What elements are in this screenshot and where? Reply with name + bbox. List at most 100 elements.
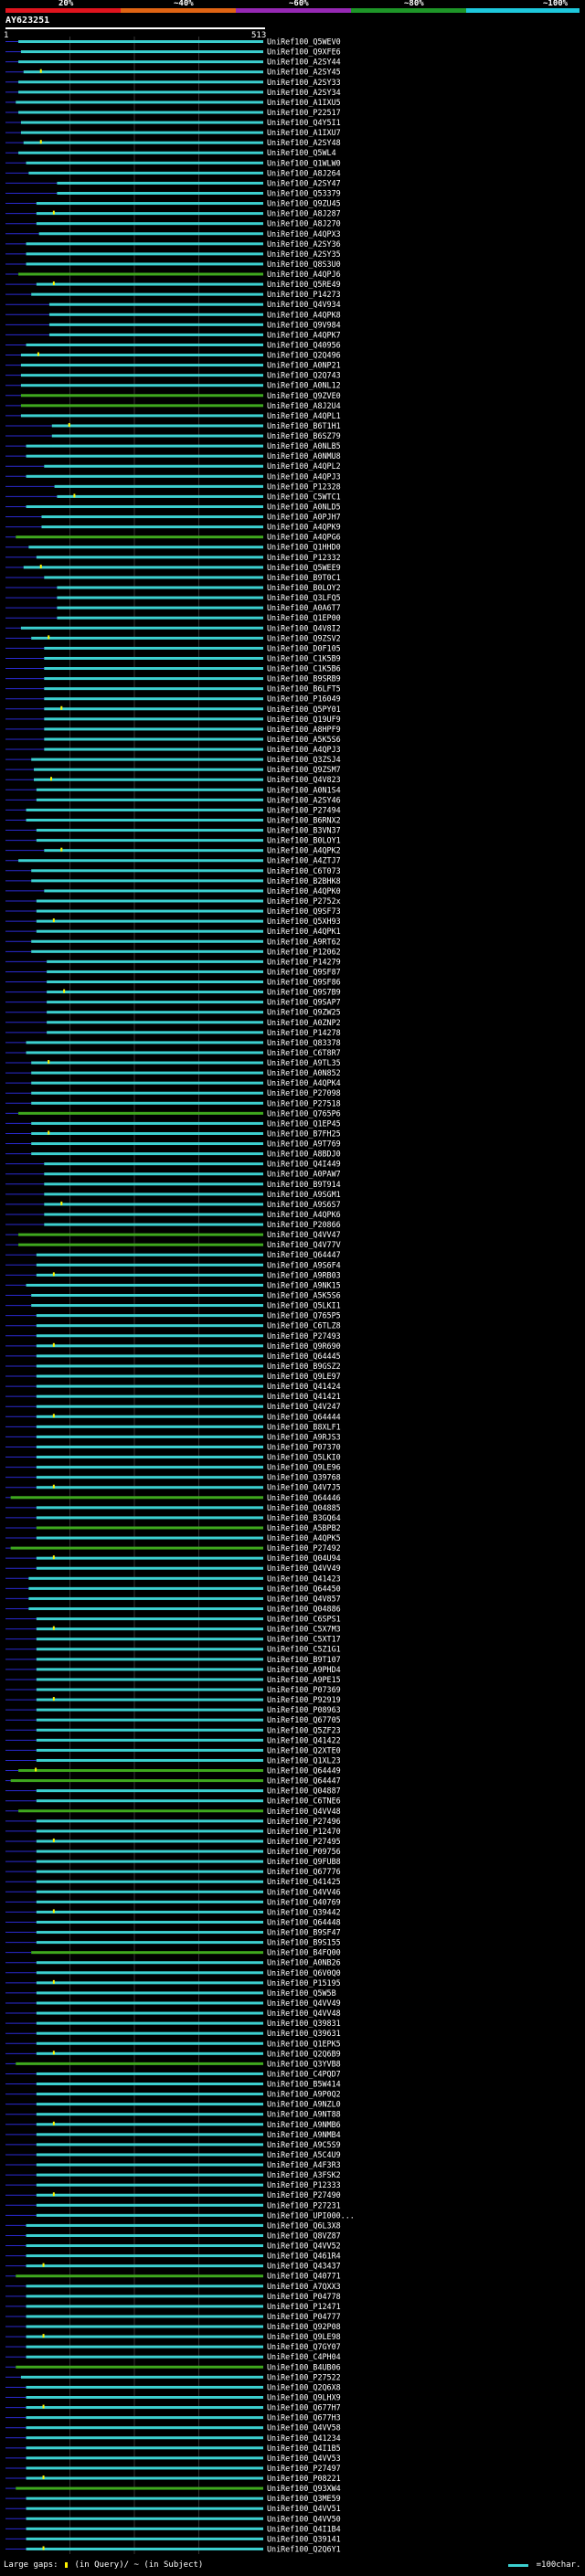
hit-label[interactable]: UniRef100_Q1HHD0	[267, 543, 341, 552]
hit-alignment-bar[interactable]	[36, 2183, 264, 2187]
hit-label[interactable]: UniRef100_Q40771	[267, 2272, 341, 2281]
hit-alignment-bar[interactable]	[48, 333, 263, 336]
hit-row[interactable]: UniRef100_A1IXU5	[5, 98, 341, 107]
hit-row[interactable]: UniRef100_A9RT62	[5, 937, 341, 946]
hit-label[interactable]: UniRef100_A5K5S6	[267, 735, 341, 744]
hit-row[interactable]: UniRef100_Q1EP45	[5, 1118, 341, 1128]
hit-alignment-bar[interactable]	[36, 839, 264, 843]
hit-alignment-bar[interactable]	[36, 2093, 264, 2096]
hit-row[interactable]: UniRef100_P27496	[5, 1817, 341, 1826]
hit-label[interactable]: UniRef100_Q3LFQ5	[267, 593, 341, 602]
hit-label[interactable]: UniRef100_C4PH04	[267, 2352, 341, 2361]
hit-label[interactable]: UniRef100_Q41421	[267, 1392, 341, 1401]
hit-row[interactable]: UniRef100_Q40956	[5, 340, 341, 349]
hit-alignment-bar[interactable]	[26, 2466, 264, 2470]
hit-alignment-bar[interactable]	[31, 758, 264, 761]
hit-alignment-bar[interactable]	[28, 1606, 263, 1610]
hit-label[interactable]: UniRef100_A4QPL1	[267, 411, 341, 420]
hit-alignment-bar[interactable]	[36, 1516, 264, 1520]
hit-label[interactable]: UniRef100_Q1XL23	[267, 1755, 341, 1765]
hit-row[interactable]: UniRef100_Q765P5	[5, 1311, 341, 1320]
hit-row[interactable]: UniRef100_A7QXX3	[5, 2282, 341, 2291]
hit-row[interactable]: UniRef100_Q9LE96	[5, 1463, 341, 1472]
hit-label[interactable]: UniRef100_P12471	[267, 2302, 341, 2311]
hit-alignment-bar[interactable]	[36, 1829, 264, 1833]
hit-label[interactable]: UniRef100_Q2Q6Y1	[267, 2544, 341, 2553]
hit-label[interactable]: UniRef100_D0F105	[267, 643, 341, 652]
hit-label[interactable]: UniRef100_Q3YVB8	[267, 2059, 341, 2068]
hit-label[interactable]: UniRef100_Q2Q743	[267, 371, 341, 380]
hit-row[interactable]: UniRef100_Q92P08	[5, 2322, 341, 2331]
hit-row[interactable]: UniRef100_Q9R690	[5, 1341, 341, 1351]
hit-row[interactable]: UniRef100_Q1XL23	[5, 1755, 341, 1765]
hit-row[interactable]: UniRef100_Q1WLW0	[5, 158, 341, 167]
hit-alignment-bar[interactable]	[28, 1576, 263, 1580]
hit-row[interactable]: UniRef100_Q4V7J5	[5, 1483, 341, 1492]
hit-label[interactable]: UniRef100_A9S6S7	[267, 1200, 341, 1209]
hit-row[interactable]: UniRef100_Q765P6	[5, 1108, 341, 1118]
hit-row[interactable]: UniRef100_A2SY35	[5, 249, 341, 259]
hit-alignment-bar[interactable]	[36, 1648, 264, 1651]
hit-alignment-bar[interactable]	[36, 2041, 264, 2045]
hit-alignment-bar[interactable]	[57, 606, 264, 610]
hit-alignment-bar[interactable]	[26, 1051, 264, 1055]
hit-label[interactable]: UniRef100_Q2Q6X8	[267, 2382, 341, 2391]
hit-label[interactable]: UniRef100_Q5W5B	[267, 1988, 336, 1998]
hit-label[interactable]: UniRef100_Q67776	[267, 1867, 341, 1876]
hit-label[interactable]: UniRef100_A4QPJ6	[267, 270, 341, 279]
hit-label[interactable]: UniRef100_Q04887	[267, 1786, 341, 1796]
hit-label[interactable]: UniRef100_B9T0C1	[267, 573, 341, 582]
hit-row[interactable]: UniRef100_A4QPK8	[5, 310, 341, 319]
hit-row[interactable]: UniRef100_Q9SF87	[5, 967, 341, 976]
hit-label[interactable]: UniRef100_Q4V8I2	[267, 623, 341, 632]
hit-label[interactable]: UniRef100_Q4V934	[267, 300, 341, 309]
hit-alignment-bar[interactable]	[18, 60, 263, 64]
hit-label[interactable]: UniRef100_A4QPJ3	[267, 472, 341, 481]
hit-alignment-bar[interactable]	[18, 1233, 263, 1236]
hit-row[interactable]: UniRef100_A0NP21	[5, 361, 341, 370]
hit-row[interactable]: UniRef100_P04778	[5, 2292, 341, 2301]
hit-row[interactable]: UniRef100_Q4VV51	[5, 2504, 341, 2513]
hit-row[interactable]: UniRef100_A9NK15	[5, 1280, 341, 1289]
hit-label[interactable]: UniRef100_Q765P6	[267, 1108, 341, 1118]
hit-label[interactable]: UniRef100_Q4VV46	[267, 1887, 341, 1896]
hit-row[interactable]: UniRef100_Q9FUB8	[5, 1857, 341, 1866]
hit-label[interactable]: UniRef100_B2BHK8	[267, 876, 341, 885]
hit-label[interactable]: UniRef100_Q461R4	[267, 2252, 341, 2261]
hit-alignment-bar[interactable]	[34, 768, 263, 771]
hit-alignment-bar[interactable]	[44, 464, 263, 468]
hit-alignment-bar[interactable]	[20, 121, 263, 124]
hit-label[interactable]: UniRef100_P04778	[267, 2292, 341, 2301]
hit-row[interactable]: UniRef100_Q4I1B5	[5, 2443, 341, 2453]
hit-label[interactable]: UniRef100_Q5RE49	[267, 280, 341, 289]
hit-label[interactable]: UniRef100_Q9V984	[267, 320, 341, 329]
hit-alignment-bar[interactable]	[36, 1910, 264, 1913]
hit-row[interactable]: UniRef100_B8XLF1	[5, 1422, 341, 1431]
hit-alignment-bar[interactable]	[47, 991, 264, 994]
hit-label[interactable]: UniRef100_Q1EP00	[267, 613, 341, 622]
hit-label[interactable]: UniRef100_A2SY33	[267, 78, 341, 87]
hit-label[interactable]: UniRef100_A7QXX3	[267, 2282, 341, 2291]
hit-label[interactable]: UniRef100_Q1EP45	[267, 1118, 341, 1128]
hit-alignment-bar[interactable]	[26, 2456, 264, 2460]
hit-row[interactable]: UniRef100_Q3LFQ5	[5, 593, 341, 602]
hit-alignment-bar[interactable]	[26, 2244, 264, 2248]
hit-label[interactable]: UniRef100_Q41423	[267, 1574, 341, 1583]
hit-row[interactable]: UniRef100_A8BDJ0	[5, 1150, 341, 1159]
hit-alignment-bar[interactable]	[36, 202, 264, 206]
hit-alignment-bar[interactable]	[26, 2295, 264, 2298]
hit-alignment-bar[interactable]	[36, 1819, 264, 1823]
hit-row[interactable]: UniRef100_A8J264	[5, 168, 341, 177]
hit-row[interactable]: UniRef100_P2752x	[5, 896, 341, 906]
hit-label[interactable]: UniRef100_P14279	[267, 957, 341, 966]
hit-label[interactable]: UniRef100_Q4V7J5	[267, 1483, 341, 1492]
hit-label[interactable]: UniRef100_B4UB06	[267, 2362, 341, 2371]
hit-alignment-bar[interactable]	[28, 1586, 263, 1590]
hit-row[interactable]: UniRef100_A0NL12	[5, 381, 341, 390]
hit-label[interactable]: UniRef100_P16049	[267, 694, 341, 704]
hit-row[interactable]: UniRef100_A4QPK7	[5, 330, 341, 339]
hit-label[interactable]: UniRef100_B3VN37	[267, 826, 341, 835]
hit-label[interactable]: UniRef100_P92919	[267, 1695, 341, 1704]
hit-label[interactable]: UniRef100_A4QPK8	[267, 310, 341, 319]
hit-alignment-bar[interactable]	[31, 1071, 264, 1075]
